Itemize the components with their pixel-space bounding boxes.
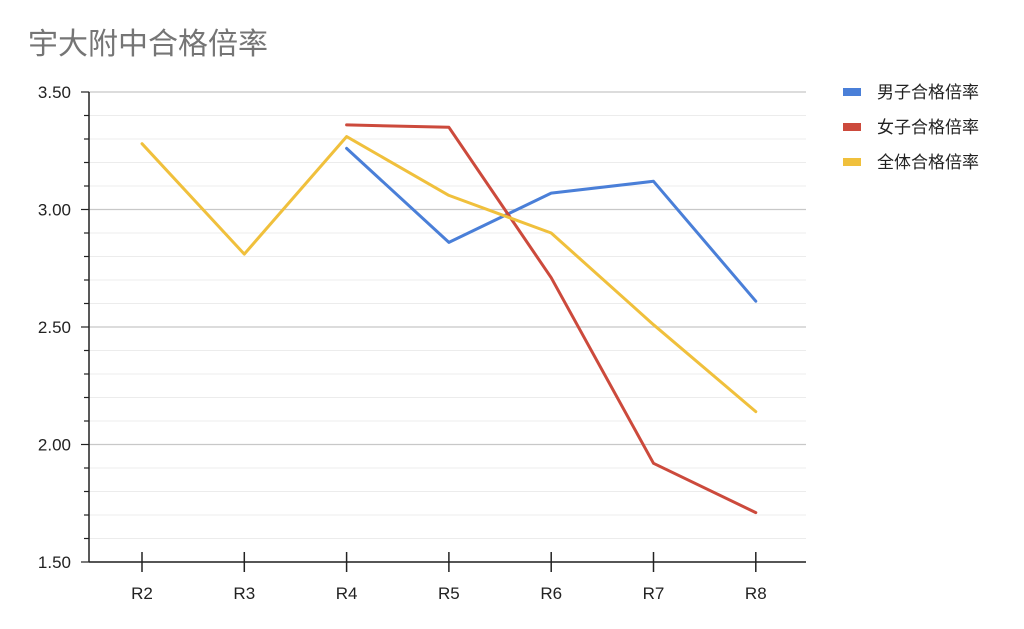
x-tick-label: R3 — [233, 584, 255, 603]
legend-label: 男子合格倍率 — [877, 83, 979, 103]
y-tick-label: 3.50 — [38, 83, 71, 102]
x-tick-label: R2 — [131, 584, 153, 603]
legend-swatch — [843, 158, 861, 166]
chart-title: 宇大附中合格倍率 — [28, 27, 268, 62]
series-line-3 — [140, 135, 758, 414]
x-tick-label: R6 — [540, 584, 562, 603]
y-tick-label: 1.50 — [38, 553, 71, 572]
x-tick-label: R5 — [438, 584, 460, 603]
x-tick-label: R7 — [643, 584, 665, 603]
series-lines — [140, 123, 758, 515]
series-line-2 — [345, 123, 758, 515]
series-line-1 — [345, 146, 758, 303]
gridlines — [89, 91, 806, 563]
legend-swatch — [843, 88, 861, 96]
x-tick-label: R8 — [745, 584, 767, 603]
y-tick-label: 2.00 — [38, 436, 71, 455]
legend-swatch — [843, 123, 861, 131]
axes: 1.50 2.00 2.50 3.00 3.50 R2 R3 R4 R5 R6 R7 R8 — [38, 83, 806, 603]
y-tick-label: 3.00 — [38, 201, 71, 220]
y-tick-label: 2.50 — [38, 318, 71, 337]
legend-label: 全体合格倍率 — [877, 153, 979, 173]
legend-label: 女子合格倍率 — [877, 118, 979, 138]
x-tick-label: R4 — [336, 584, 358, 603]
